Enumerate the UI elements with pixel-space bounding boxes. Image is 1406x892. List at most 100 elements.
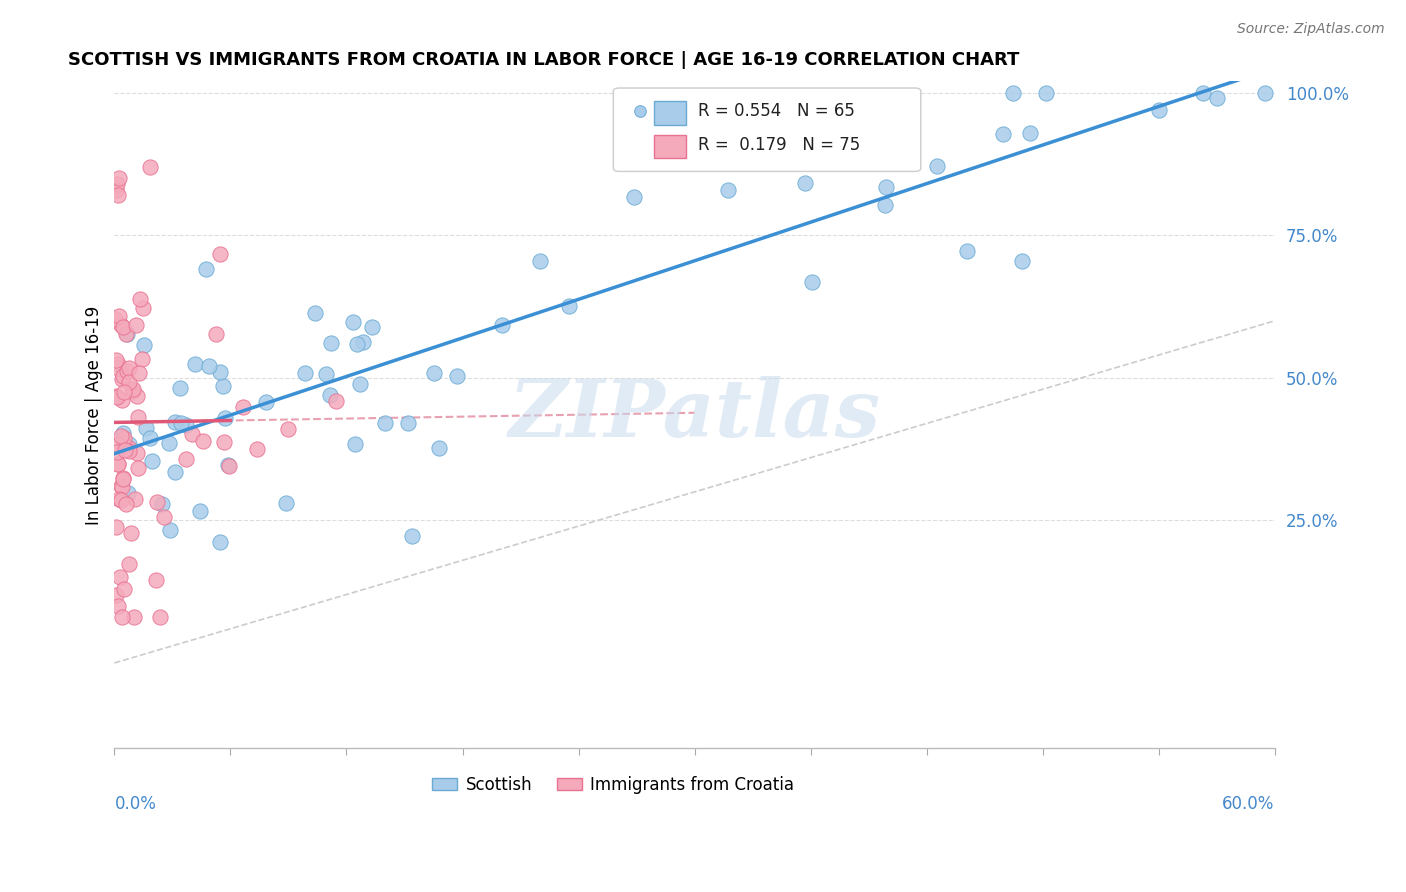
Point xyxy=(114,497,136,511)
Point xyxy=(124,491,146,506)
Point xyxy=(104,311,127,326)
Point xyxy=(170,417,193,431)
Point xyxy=(717,183,740,197)
Point xyxy=(979,112,1001,126)
Point xyxy=(180,426,202,441)
Point xyxy=(325,393,347,408)
Point xyxy=(107,309,129,323)
Point xyxy=(184,357,207,371)
Point xyxy=(131,351,153,366)
Point xyxy=(117,486,139,500)
Text: SCOTTISH VS IMMIGRANTS FROM CROATIA IN LABOR FORCE | AGE 16-19 CORRELATION CHART: SCOTTISH VS IMMIGRANTS FROM CROATIA IN L… xyxy=(67,51,1019,69)
Point xyxy=(446,368,468,383)
Point xyxy=(176,417,198,432)
Point xyxy=(352,334,374,349)
Point xyxy=(139,431,162,445)
Point xyxy=(1018,127,1040,141)
Point xyxy=(117,326,139,341)
Point xyxy=(111,369,134,384)
Point xyxy=(105,177,128,191)
Point xyxy=(212,379,235,393)
Point xyxy=(529,254,551,268)
Point xyxy=(274,496,297,510)
Point xyxy=(120,525,142,540)
Point xyxy=(108,171,131,186)
Point xyxy=(422,366,444,380)
Point xyxy=(122,382,145,396)
Point xyxy=(205,327,228,342)
Point xyxy=(118,441,141,455)
Point xyxy=(491,318,513,332)
Point xyxy=(232,401,254,415)
Point xyxy=(107,458,129,472)
Point xyxy=(139,160,162,174)
Point xyxy=(191,434,214,448)
Point xyxy=(321,336,343,351)
Point xyxy=(396,416,419,430)
Point xyxy=(217,458,239,473)
Point xyxy=(208,246,231,260)
Point xyxy=(346,337,368,351)
Point xyxy=(107,357,129,371)
Point xyxy=(1254,86,1277,100)
Point xyxy=(111,480,134,494)
Y-axis label: In Labor Force | Age 16-19: In Labor Force | Age 16-19 xyxy=(86,305,103,524)
Point xyxy=(304,306,326,320)
Point xyxy=(150,497,173,511)
Point xyxy=(209,365,232,379)
Point xyxy=(153,510,176,524)
Point xyxy=(105,588,128,602)
Point xyxy=(122,610,145,624)
Point xyxy=(218,458,240,473)
Point xyxy=(141,454,163,468)
Point xyxy=(165,465,187,479)
Point xyxy=(875,198,897,212)
Point xyxy=(991,127,1014,141)
Point xyxy=(107,599,129,613)
Point xyxy=(128,366,150,380)
Point xyxy=(214,411,236,425)
Point xyxy=(114,443,136,458)
Point xyxy=(111,320,134,334)
Point xyxy=(132,337,155,351)
Point xyxy=(104,519,127,533)
Point xyxy=(127,410,149,425)
Point xyxy=(277,422,299,436)
Point xyxy=(294,366,316,380)
Point xyxy=(107,457,129,471)
Point xyxy=(128,292,150,306)
Text: 60.0%: 60.0% xyxy=(1222,795,1275,814)
Point xyxy=(342,315,364,329)
Point xyxy=(110,429,132,443)
Point xyxy=(110,492,132,507)
Point xyxy=(246,442,269,457)
Point xyxy=(112,431,135,445)
Point xyxy=(112,436,135,450)
Point xyxy=(165,415,187,429)
Point xyxy=(623,190,645,204)
Point xyxy=(118,361,141,376)
Point xyxy=(212,434,235,449)
Point xyxy=(188,504,211,518)
Point xyxy=(209,535,232,549)
Point xyxy=(558,299,581,313)
Point xyxy=(110,318,132,333)
Point xyxy=(876,180,898,194)
Point xyxy=(145,494,167,508)
Point xyxy=(169,381,191,395)
Point xyxy=(925,160,948,174)
Point xyxy=(105,183,128,197)
FancyBboxPatch shape xyxy=(654,102,686,125)
Point xyxy=(1147,103,1170,117)
Point xyxy=(105,390,128,404)
Point xyxy=(793,177,815,191)
Point xyxy=(118,443,141,458)
FancyBboxPatch shape xyxy=(654,135,686,158)
Point xyxy=(111,372,134,386)
Point xyxy=(135,421,157,435)
Point xyxy=(343,437,366,451)
Point xyxy=(803,93,825,107)
Point xyxy=(108,570,131,584)
Point xyxy=(111,393,134,408)
Point xyxy=(800,275,823,289)
